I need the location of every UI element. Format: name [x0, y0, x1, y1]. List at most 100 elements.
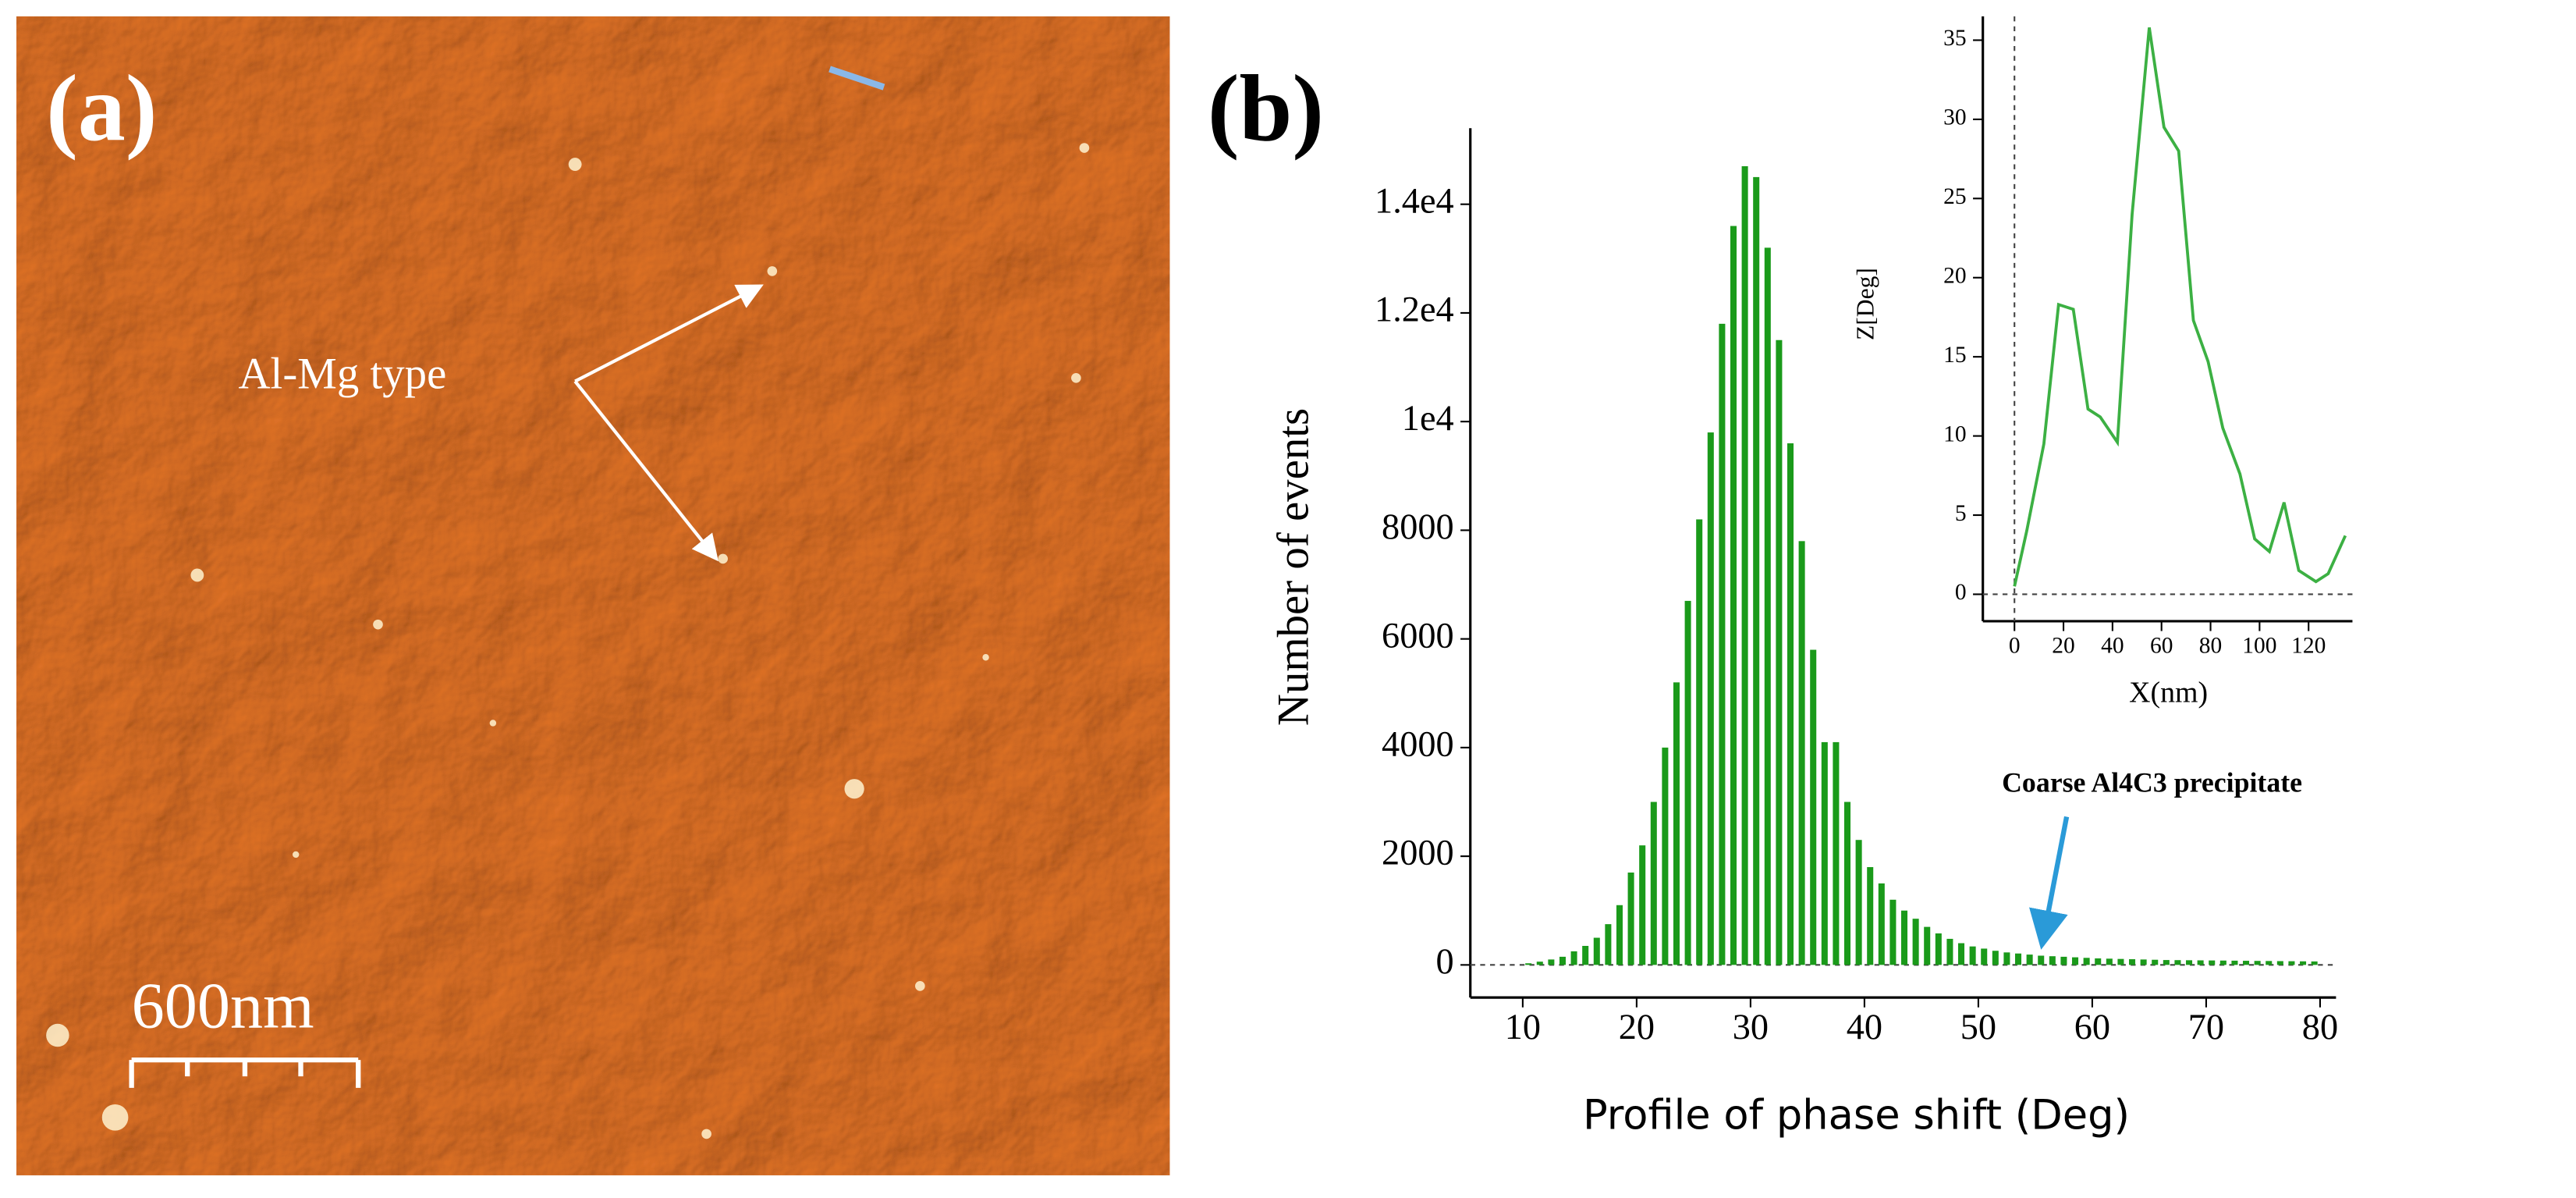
bar [1707, 432, 1714, 965]
bar [1969, 946, 1976, 965]
bar [2163, 960, 2170, 965]
panel-label: (a) [46, 56, 157, 162]
x-tick-label: 70 [2188, 1008, 2224, 1047]
y-axis-label: Number of events [1269, 408, 1318, 726]
x-tick-label: 40 [1847, 1008, 1882, 1047]
bar [1867, 867, 1874, 965]
bar [2152, 959, 2159, 965]
bar [2174, 960, 2181, 965]
x-tick-label: 20 [2052, 633, 2074, 658]
bar [2231, 960, 2238, 965]
y-tick-label: 30 [1943, 105, 1966, 130]
y-tick-label: 1.4e4 [1375, 181, 1454, 221]
annotation: Coarse Al4C3 precipitate [2002, 767, 2302, 798]
bar [2117, 958, 2124, 965]
bar [1958, 943, 1965, 965]
bar [1719, 323, 1726, 965]
bar [1855, 840, 1862, 965]
bar [2197, 960, 2204, 965]
bar [1650, 802, 1657, 965]
bar [1559, 956, 1567, 965]
bar [1924, 926, 1931, 965]
bar [2038, 955, 2045, 965]
bar [2300, 961, 2307, 965]
x-tick-label: 80 [2302, 1008, 2338, 1047]
x-axis-label: Profile of phase shift (Deg) [1583, 1091, 2130, 1139]
bar [2083, 958, 2090, 965]
bar [2254, 961, 2261, 965]
bar [1582, 945, 1589, 965]
line [2013, 27, 2347, 587]
x-tick-label: 120 [2291, 633, 2326, 658]
bar [2049, 956, 2056, 965]
bar [2266, 961, 2273, 965]
annotation-arrow [2029, 816, 2070, 950]
bar [2209, 960, 2216, 965]
bar [2219, 960, 2227, 965]
x-tick-label: 80 [2199, 633, 2222, 658]
bar [1639, 845, 1646, 965]
bar [1616, 905, 1623, 965]
bar [2129, 959, 2136, 965]
y-tick-label: 15 [1943, 343, 1966, 368]
bar [2288, 961, 2295, 965]
y-tick-label: 1e4 [1402, 399, 1454, 439]
bar [1798, 541, 1805, 965]
bar [1605, 924, 1612, 965]
bar [1548, 959, 1555, 965]
bar [1787, 443, 1794, 965]
bar [1901, 910, 1908, 965]
y-tick-label: 8000 [1382, 507, 1454, 547]
bar [1992, 951, 1999, 965]
x-tick-label: 50 [1960, 1008, 1996, 1047]
y-tick-label: 0 [1955, 580, 1967, 605]
panel-a: (a) Al-Mg type 600nm [16, 16, 1170, 1175]
bar [1764, 247, 1771, 965]
bar [1912, 919, 1919, 965]
y-tick-label: 25 [1943, 184, 1966, 209]
bar [2243, 961, 2250, 965]
bar [1946, 938, 1953, 965]
bar [1981, 948, 1988, 965]
x-tick-label: 60 [2150, 633, 2173, 658]
y-tick-label: 10 [1943, 421, 1966, 446]
bar [1833, 741, 1840, 965]
bar [2311, 961, 2318, 965]
x-tick-label: 100 [2242, 633, 2276, 658]
bar [2003, 952, 2010, 965]
x-tick-label: 30 [1733, 1008, 1769, 1047]
bar [1570, 951, 1577, 965]
y-tick-label: 4000 [1382, 724, 1454, 764]
bar [1776, 339, 1783, 965]
y-tick-label: 2000 [1382, 834, 1454, 873]
bar [1821, 741, 1828, 965]
bar [2186, 960, 2193, 965]
x-tick-label: 40 [2101, 633, 2124, 658]
afm-texture [16, 16, 1170, 1175]
bar [1753, 176, 1760, 965]
bar [1935, 933, 1942, 965]
x-tick-label: 0 [2009, 633, 2021, 658]
bar [1741, 165, 1748, 965]
y-tick-label: 0 [1436, 942, 1454, 982]
y-tick-label: 20 [1943, 264, 1966, 289]
panel-label: (b) [1208, 56, 1324, 162]
arrow [574, 284, 764, 383]
profile-line [829, 66, 885, 91]
annotation: Al-Mg type [239, 349, 447, 398]
scale-bar-label: 600nm [132, 969, 314, 1042]
precipitates [46, 143, 1090, 1139]
bar [1889, 899, 1897, 965]
x-tick-label: 10 [1505, 1008, 1541, 1047]
x-axis-label: X(nm) [2129, 676, 2208, 709]
y-tick-label: 35 [1943, 26, 1966, 51]
y-tick-label: 6000 [1382, 616, 1454, 656]
bar [2276, 961, 2283, 965]
bar [2140, 959, 2147, 965]
bar [2095, 958, 2102, 965]
bar [1662, 747, 1669, 965]
y-tick-label: 1.2e4 [1375, 290, 1454, 330]
y-tick-label: 5 [1955, 501, 1967, 526]
x-tick-label: 60 [2074, 1008, 2110, 1047]
